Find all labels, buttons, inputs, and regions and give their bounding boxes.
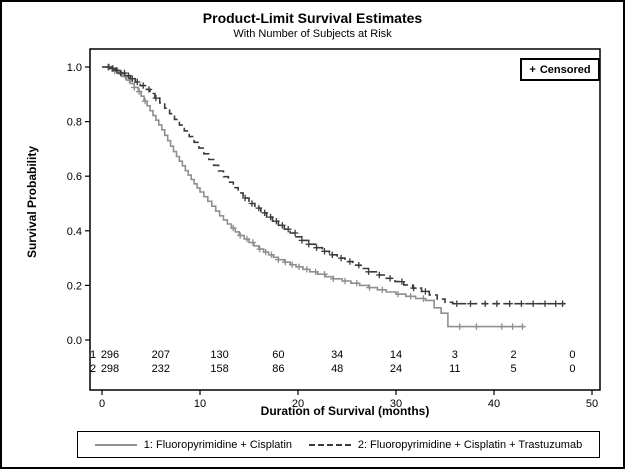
at-risk-count: 24 (390, 363, 402, 375)
legend-label-series-2: 2: Fluoropyrimidine + Cisplatin + Trastu… (357, 438, 583, 451)
x-tick-label: 20 (292, 398, 304, 410)
at-risk-count: 0 (569, 349, 575, 361)
y-tick-label: 0.6 (67, 171, 82, 183)
legend-item-series-1: 1: Fluoropyrimidine + Cisplatin (94, 438, 293, 451)
at-risk-count: 2 (511, 349, 517, 361)
y-tick-label: 0.2 (67, 280, 82, 292)
survival-curve-1 (102, 66, 526, 328)
at-risk-count: 158 (210, 363, 228, 375)
x-tick-label: 0 (99, 398, 105, 410)
x-tick-label: 50 (586, 398, 598, 410)
at-risk-count: 130 (210, 349, 228, 361)
at-risk-row-label: 1 (90, 349, 96, 361)
at-risk-count: 60 (272, 349, 284, 361)
chart-title: Product-Limit Survival Estimates (202, 10, 423, 26)
at-risk-count: 34 (331, 349, 343, 361)
y-tick-label: 0.4 (67, 226, 82, 238)
at-risk-count: 5 (511, 363, 517, 375)
y-tick-label: 0.8 (67, 117, 82, 129)
censored-legend-box: + Censored (520, 58, 600, 81)
at-risk-count: 48 (331, 363, 343, 375)
legend-item-series-2: 2: Fluoropyrimidine + Cisplatin + Trastu… (308, 438, 583, 451)
x-tick-label: 10 (194, 398, 206, 410)
at-risk-count: 86 (272, 363, 284, 375)
legend-label-series-1: 1: Fluoropyrimidine + Cisplatin (143, 438, 293, 451)
at-risk-count: 232 (152, 363, 170, 375)
censored-legend-label: Censored (539, 63, 591, 76)
dashed-line-swatch (308, 443, 351, 446)
x-tick-label: 30 (390, 398, 402, 410)
x-tick-label: 40 (488, 398, 500, 410)
at-risk-count: 298 (101, 363, 119, 375)
y-axis-label: Survival Probability (25, 145, 39, 259)
at-risk-count: 3 (452, 349, 458, 361)
solid-line-swatch (94, 443, 137, 446)
y-tick-label: 0.0 (67, 335, 82, 347)
x-axis-label: Duration of Survival (months) (260, 404, 430, 418)
at-risk-count: 14 (390, 349, 402, 361)
survival-curve-2 (102, 66, 565, 305)
at-risk-count: 296 (101, 349, 119, 361)
at-risk-count: 0 (569, 363, 575, 375)
y-tick-label: 1.0 (67, 62, 82, 74)
at-risk-count: 11 (449, 363, 460, 375)
censor-plus-icon: + (529, 63, 536, 76)
at-risk-count: 207 (152, 349, 170, 361)
chart-subtitle: With Number of Subjects at Risk (233, 28, 392, 40)
series-legend-box: 1: Fluoropyrimidine + Cisplatin 2: Fluor… (77, 431, 600, 458)
at-risk-row-label: 2 (90, 363, 96, 375)
plot-frame (89, 48, 601, 391)
censor-marks-2 (105, 63, 566, 307)
censor-marks-1 (104, 63, 526, 330)
